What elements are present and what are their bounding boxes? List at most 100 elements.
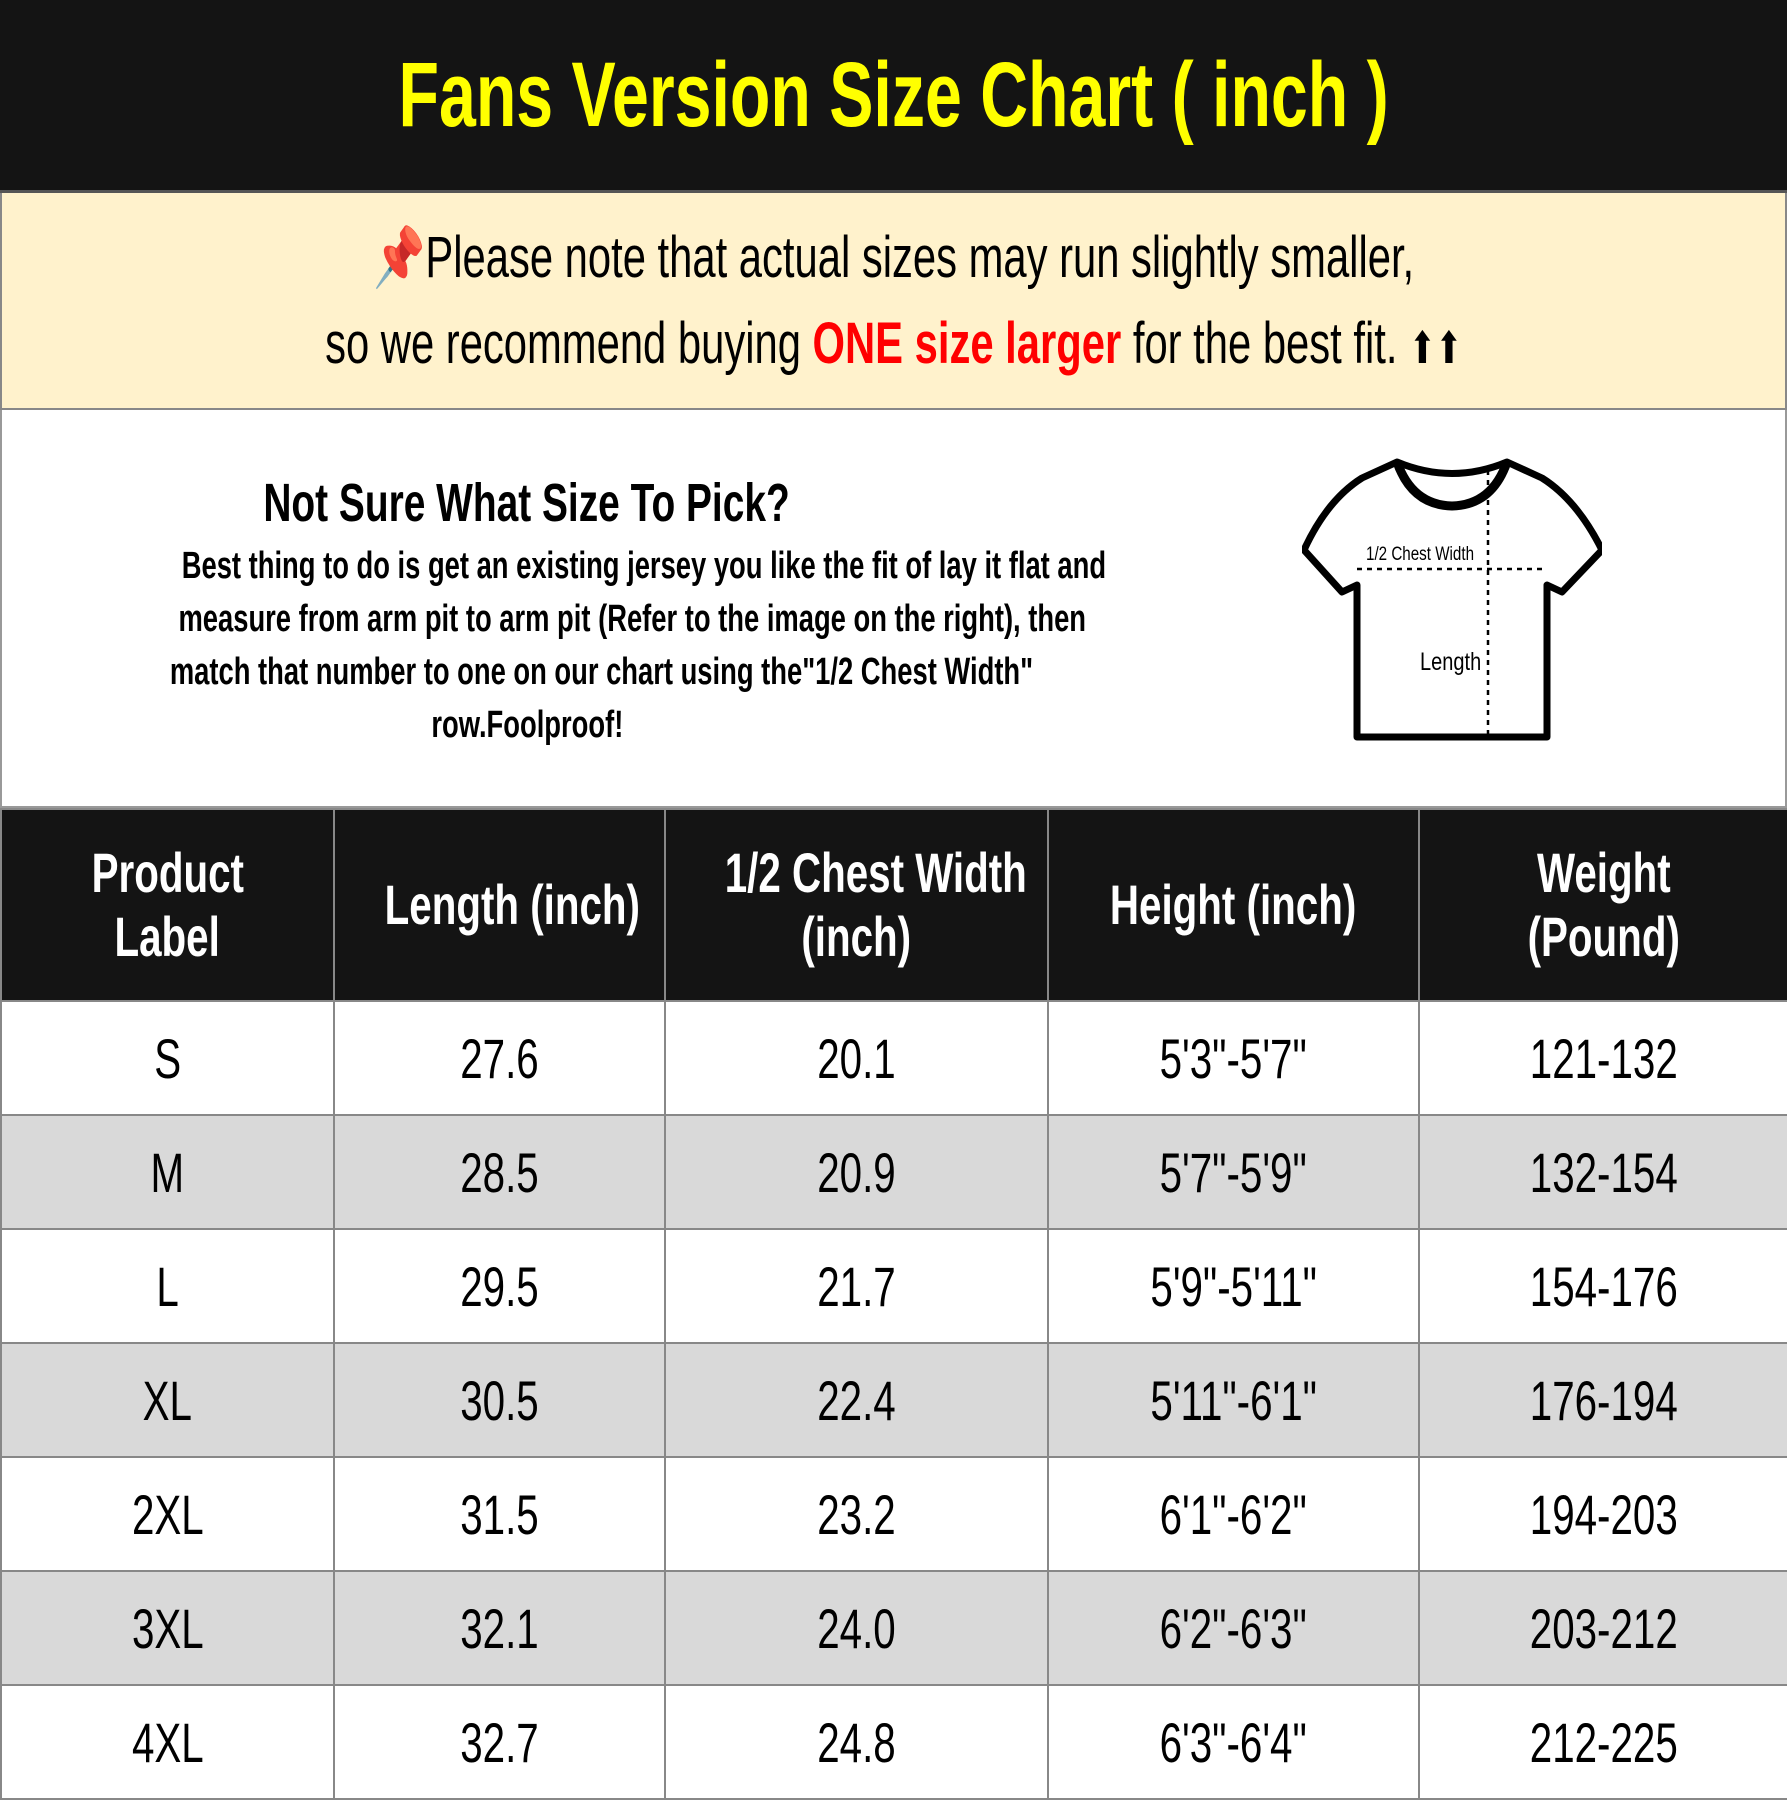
table-row: 2XL 31.5 23.2 6'1"-6'2" 194-203 [0,1456,1787,1572]
cell-text: 30.5 [460,1368,539,1432]
help-heading: Not Sure What Size To Pick? [263,473,791,533]
tshirt-diagram-icon: 1/2 Chest Width Length [1302,458,1602,741]
table-row: 4XL 32.7 24.8 6'3"-6'4" 212-225 [0,1684,1787,1800]
table-cell: 20.1 [664,1000,1049,1116]
cell-text: 212-225 [1529,1710,1678,1774]
header-text: (inch) [801,905,912,968]
help-text: measure from arm pit to arm pit (Refer t… [178,598,1087,640]
header-text: Product [91,841,244,904]
table-cell: 154-176 [1418,1228,1787,1344]
table-cell: 24.0 [664,1570,1049,1686]
column-header: Length (inch) [333,808,666,1002]
cell-text: 22.4 [817,1368,896,1432]
cell-text: 4XL [131,1710,204,1774]
cell-text: 3XL [131,1596,204,1660]
table-cell: 20.9 [664,1114,1049,1230]
cell-text: 31.5 [460,1482,539,1546]
cell-text: 21.7 [817,1254,896,1318]
cell-text: 154-176 [1529,1254,1678,1318]
size-table: Product Label Length (inch) 1/2 Chest Width… [0,808,1787,1800]
header-text: Height (inch) [1110,873,1357,936]
table-cell: 212-225 [1418,1684,1787,1800]
column-header: Product Label [0,808,335,1002]
help-text: Best thing to do is get an existing jers… [181,545,1107,587]
table-cell: S [0,1000,335,1116]
table-cell: 27.6 [333,1000,666,1116]
cell-text: 5'9"-5'11" [1150,1254,1317,1318]
cell-text: 5'3"-5'7" [1159,1026,1308,1090]
cell-text: 194-203 [1529,1482,1678,1546]
cell-text: L [156,1254,179,1318]
note-line-1: 📌Please note that actual sizes may run s… [373,225,1414,290]
cell-text: XL [142,1368,193,1432]
cell-text: 20.9 [817,1140,896,1204]
size-note: 📌Please note that actual sizes may run s… [0,193,1787,410]
cell-text: 121-132 [1529,1026,1678,1090]
table-cell: 29.5 [333,1228,666,1344]
table-cell: 30.5 [333,1342,666,1458]
table-cell: L [0,1228,335,1344]
cell-text: 32.1 [460,1596,539,1660]
column-header: Weight (Pound) [1418,808,1787,1002]
cell-text: 176-194 [1529,1368,1678,1432]
length-label: Length [1420,648,1481,676]
column-header: Height (inch) [1047,808,1420,1002]
table-cell: 121-132 [1418,1000,1787,1116]
help-text: match that number to one on our chart us… [169,651,1034,693]
cell-text: 203-212 [1529,1596,1678,1660]
cell-text: 6'3"-6'4" [1159,1710,1308,1774]
cell-text: 23.2 [817,1482,896,1546]
table-cell: 2XL [0,1456,335,1572]
table-cell: 32.7 [333,1684,666,1800]
cell-text: 28.5 [460,1140,539,1204]
table-cell: XL [0,1342,335,1458]
page-title: Fans Version Size Chart ( inch ) [398,43,1389,146]
header-text: (Pound) [1527,905,1680,968]
table-cell: 194-203 [1418,1456,1787,1572]
table-cell: 6'1"-6'2" [1047,1456,1420,1572]
note-line-2: so we recommend buying ONE size larger f… [324,311,1463,376]
table-row: M 28.5 20.9 5'7"-5'9" 132-154 [0,1114,1787,1230]
table-cell: 5'7"-5'9" [1047,1114,1420,1230]
table-cell: 28.5 [333,1114,666,1230]
table-cell: M [0,1114,335,1230]
cell-text: 5'11"-6'1" [1150,1368,1317,1432]
table-cell: 4XL [0,1684,335,1800]
table-cell: 5'11"-6'1" [1047,1342,1420,1458]
table-cell: 24.8 [664,1684,1049,1800]
header-text: 1/2 Chest Width [724,841,1027,904]
help-text: row.Foolproof! [431,704,623,746]
cell-text: 6'2"-6'3" [1159,1596,1308,1660]
table-cell: 5'9"-5'11" [1047,1228,1420,1344]
column-header: 1/2 Chest Width (inch) [664,808,1049,1002]
up-arrow-icon: ⬆⬆ [1408,324,1463,373]
table-cell: 6'2"-6'3" [1047,1570,1420,1686]
table-cell: 23.2 [664,1456,1049,1572]
table-row: L 29.5 21.7 5'9"-5'11" 154-176 [0,1228,1787,1344]
table-row: 3XL 32.1 24.0 6'2"-6'3" 203-212 [0,1570,1787,1686]
cell-text: 32.7 [460,1710,539,1774]
table-cell: 203-212 [1418,1570,1787,1686]
cell-text: M [150,1140,185,1204]
pushpin-icon: 📌 [373,225,426,290]
table-cell: 32.1 [333,1570,666,1686]
size-help: Not Sure What Size To Pick? Best thing t… [0,410,1787,808]
chest-width-label: 1/2 Chest Width [1366,542,1474,564]
table-row: S 27.6 20.1 5'3"-5'7" 121-132 [0,1000,1787,1116]
table-row: XL 30.5 22.4 5'11"-6'1" 176-194 [0,1342,1787,1458]
table-cell: 132-154 [1418,1114,1787,1230]
table-cell: 176-194 [1418,1342,1787,1458]
title-banner: Fans Version Size Chart ( inch ) [0,0,1787,193]
cell-text: 29.5 [460,1254,539,1318]
cell-text: 24.0 [817,1596,896,1660]
table-cell: 3XL [0,1570,335,1686]
cell-text: 132-154 [1529,1140,1678,1204]
cell-text: 2XL [131,1482,204,1546]
table-cell: 5'3"-5'7" [1047,1000,1420,1116]
cell-text: 24.8 [817,1710,896,1774]
cell-text: 20.1 [817,1026,896,1090]
table-cell: 21.7 [664,1228,1049,1344]
cell-text: 6'1"-6'2" [1159,1482,1308,1546]
header-text: Label [114,905,221,968]
header-text: Length (inch) [384,873,640,936]
